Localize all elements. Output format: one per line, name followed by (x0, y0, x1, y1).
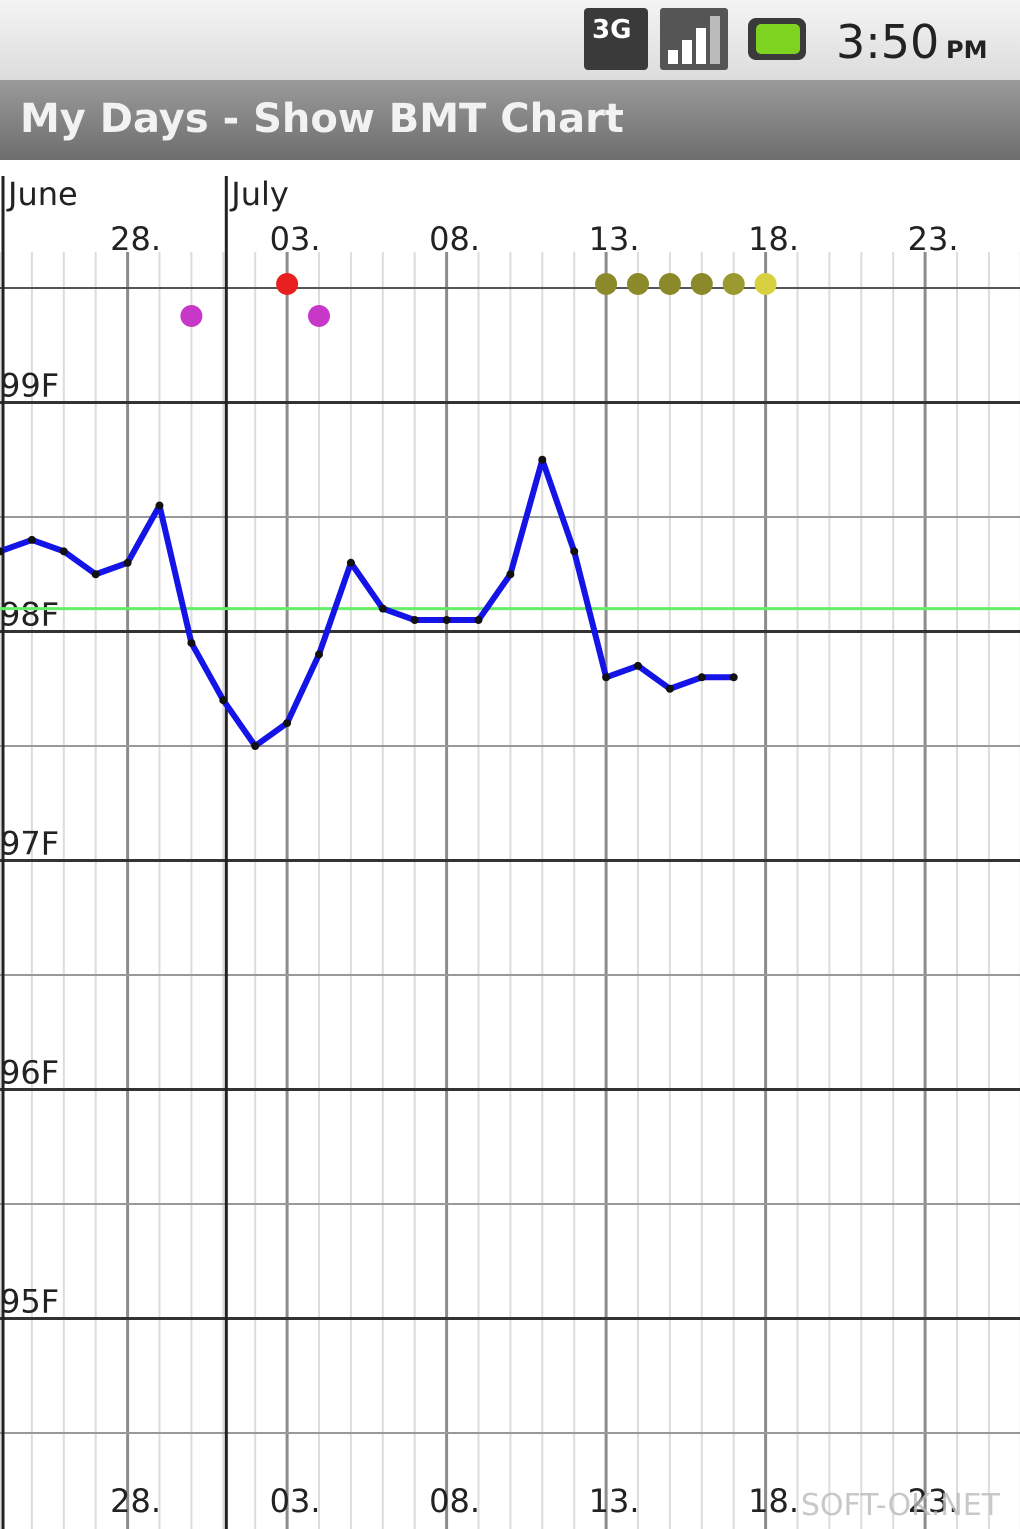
temperature-point (59, 547, 68, 556)
temperature-point (315, 650, 323, 659)
month-label: July (229, 175, 289, 213)
x-tick-label: 23. (908, 220, 959, 258)
signal-bar (668, 50, 678, 64)
event-dot (690, 273, 713, 295)
temperature-point (570, 547, 579, 556)
temperature-point (697, 673, 706, 682)
y-tick-label: 98F (0, 596, 59, 634)
temperature-point (442, 616, 451, 625)
status-bar: 3G 3:50 PM (0, 0, 1020, 80)
y-tick-label: 95F (0, 1283, 59, 1321)
battery-level (756, 24, 800, 54)
temperature-point (602, 673, 611, 682)
temperature-point (187, 638, 196, 647)
temperature-point (474, 616, 483, 625)
y-tick-label: 96F (0, 1054, 59, 1092)
temperature-point (506, 570, 515, 579)
event-dot (658, 273, 681, 295)
month-label: June (6, 175, 78, 213)
x-tick-label: 28. (110, 220, 161, 258)
title-bar: My Days - Show BMT Chart (0, 80, 1020, 160)
y-tick-label: 97F (0, 825, 59, 863)
signal-bar (710, 16, 720, 64)
temperature-point (665, 684, 674, 693)
temperature-point (634, 661, 642, 670)
event-dot (627, 273, 649, 295)
x-tick-label-bottom: 28. (110, 1482, 161, 1520)
temperature-point (251, 742, 260, 750)
clock-ampm: PM (946, 36, 987, 64)
x-tick-label-bottom: 08. (429, 1482, 480, 1520)
temperature-point (346, 558, 355, 567)
event-dot (308, 305, 330, 327)
signal-bar (696, 28, 706, 64)
x-tick-label: 08. (429, 220, 480, 258)
event-dot (722, 273, 745, 295)
x-tick-label: 13. (589, 220, 640, 258)
event-dot (180, 305, 203, 327)
event-dot (754, 273, 777, 295)
temperature-point (378, 604, 387, 613)
status-icons: 3G 3:50 PM (584, 8, 987, 70)
clock: 3:50 (836, 15, 939, 69)
x-tick-label: 03. (270, 220, 321, 258)
x-tick-label-bottom: 23. (908, 1482, 959, 1520)
network-icon (584, 8, 648, 70)
temperature-line (0, 456, 734, 749)
event-dot (595, 273, 618, 295)
event-dot (276, 273, 299, 295)
network-label: 3G (592, 15, 631, 45)
y-tick-label: 99F (0, 367, 59, 405)
temperature-point (538, 455, 547, 464)
temperature-point (0, 547, 4, 556)
temperature-point (410, 616, 419, 625)
signal-bar (682, 40, 692, 64)
x-tick-label-bottom: 13. (589, 1482, 640, 1520)
x-tick-label-bottom: 03. (270, 1482, 321, 1520)
watermark: SOFT-OK.NET (801, 1488, 1001, 1523)
temperature-point (155, 501, 164, 510)
x-tick-label-bottom: 18. (748, 1482, 799, 1520)
temperature-point (283, 719, 292, 728)
x-tick-label: 18. (748, 220, 799, 258)
temperature-point (729, 673, 738, 682)
temperature-point (27, 535, 36, 544)
temperature-point (219, 696, 228, 705)
temperature-point (123, 558, 132, 567)
chart: 28. 28. 03. 03. 08. 08. 13. 13. 18. 18. 23. 23. 99F 9… (0, 175, 1020, 1529)
temperature-point (91, 570, 100, 579)
